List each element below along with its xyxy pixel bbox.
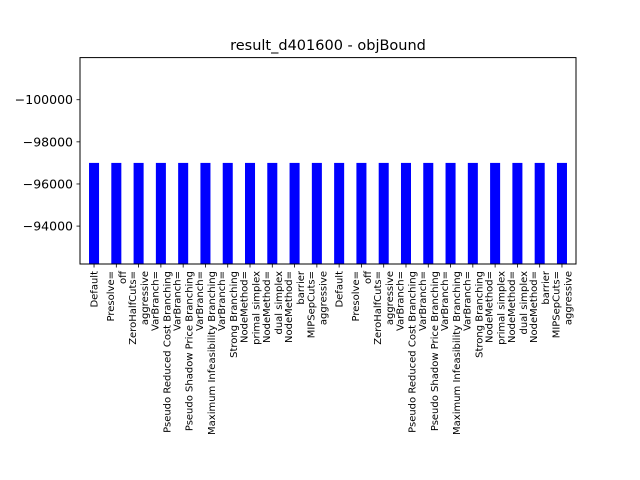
bar — [490, 162, 501, 264]
x-tick-label: VarBranch=Pseudo Reduced Cost Branching — [395, 271, 418, 433]
x-tick-label: NodeMethod=primal simplex — [240, 271, 263, 345]
bar — [556, 162, 567, 264]
x-tick-label: NodeMethod=barrier — [529, 270, 552, 343]
x-tick-label: NodeMethod=primal simplex — [485, 271, 508, 345]
bar — [200, 162, 211, 264]
y-tick-label: −96000 — [23, 176, 73, 191]
bar — [445, 162, 456, 264]
x-tick-label: Presolve=off — [351, 270, 374, 322]
bar — [400, 162, 411, 264]
bar — [534, 162, 545, 264]
bar — [289, 162, 300, 264]
y-tick-label: −100000 — [15, 92, 73, 107]
bar — [356, 162, 367, 264]
x-tick-label: ZeroHalfCuts=aggressive — [373, 271, 396, 345]
bar — [222, 162, 233, 264]
x-tick-label: VarBranch=Pseudo Shadow Price Branching — [418, 271, 441, 431]
y-tick-label: −94000 — [23, 219, 73, 234]
bar — [378, 162, 389, 264]
x-tick-label: ZeroHalfCuts=aggressive — [128, 271, 151, 345]
y-tick-label: −98000 — [23, 134, 73, 149]
bar — [155, 162, 166, 264]
bar — [334, 162, 345, 264]
plot-frame — [79, 57, 577, 265]
bars-group — [89, 162, 567, 264]
x-tick-label: Default — [335, 271, 346, 308]
x-tick-label: NodeMethod=dual simplex — [507, 271, 530, 343]
bar — [467, 162, 478, 264]
x-tick-label: NodeMethod=barrier — [284, 270, 307, 343]
x-tick-label: VarBranch=Pseudo Reduced Cost Branching — [150, 271, 173, 433]
bar — [311, 162, 322, 264]
x-tick-label: Presolve=off — [106, 270, 129, 322]
x-tick-label: NodeMethod=dual simplex — [262, 271, 285, 343]
x-tick-label: VarBranch=Maximum Infeasibility Branchin… — [195, 271, 218, 435]
bar — [89, 162, 100, 264]
bar — [133, 162, 144, 264]
bar — [178, 162, 189, 264]
x-tick-label: MIPSepCuts=aggressive — [306, 271, 329, 338]
bar — [423, 162, 434, 264]
bar — [111, 162, 122, 264]
x-tick-label: VarBranch=Pseudo Shadow Price Branching — [173, 271, 196, 431]
y-axis: −100000 −98000 −96000 −94000 — [15, 92, 80, 234]
bar — [512, 162, 523, 264]
chart-title: result_d401600 - objBound — [230, 38, 426, 54]
x-tick-label: VarBranch=Strong Branching — [217, 271, 240, 358]
x-axis: Default Presolve=off ZeroHalfCuts=aggressi… — [90, 264, 574, 435]
x-tick-label: VarBranch=Maximum Infeasibility Branchin… — [440, 271, 463, 435]
bar — [245, 162, 256, 264]
x-tick-label: MIPSepCuts=aggressive — [551, 271, 574, 338]
x-tick-label: Default — [90, 271, 101, 308]
x-tick-label: VarBranch=Strong Branching — [462, 271, 485, 358]
bar — [267, 162, 278, 264]
